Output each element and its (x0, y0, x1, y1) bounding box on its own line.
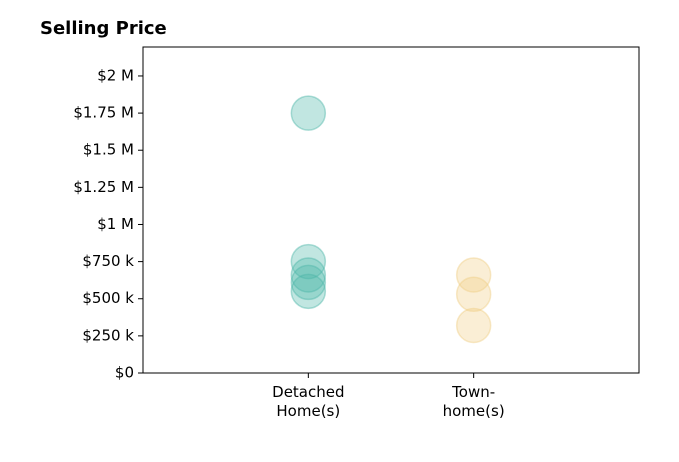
y-tick-label: $0 (115, 364, 134, 382)
y-tick-label: $750 k (82, 252, 134, 270)
plot-frame (142, 46, 640, 374)
point (455, 307, 492, 344)
y-tick-label: $1.25 M (73, 178, 134, 196)
point (290, 264, 327, 301)
point (455, 257, 492, 293)
y-tick-label: $1 M (97, 215, 134, 233)
x-tick-label: Town- home(s) (442, 383, 505, 420)
point (455, 276, 492, 313)
y-tick-label: $2 M (97, 66, 134, 84)
y-tick-label: $1.5 M (83, 141, 134, 159)
point (290, 273, 327, 310)
point (290, 243, 327, 280)
x-tick-label: Detached Home(s) (272, 383, 345, 420)
y-tick-label: $250 k (82, 326, 134, 344)
y-tick-label: $1.75 M (73, 104, 134, 122)
point (290, 257, 327, 293)
point (290, 95, 327, 131)
y-tick-label: $500 k (82, 289, 134, 307)
chart-title: Selling Price (40, 18, 167, 39)
